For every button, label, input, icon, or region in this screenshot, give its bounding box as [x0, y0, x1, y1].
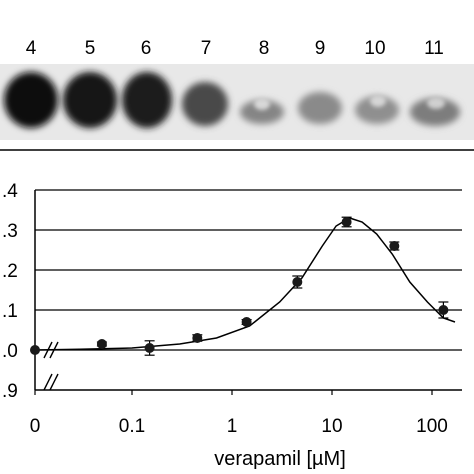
gel-band	[355, 96, 399, 124]
fit-curve	[34, 217, 456, 351]
grid-layer	[35, 189, 462, 351]
lane-label: 10	[364, 38, 385, 59]
gel-band	[4, 72, 58, 128]
data-point	[144, 343, 155, 353]
gel-band-highlight	[254, 98, 270, 110]
data-point	[292, 277, 303, 287]
data-point	[192, 333, 203, 343]
x-axis-label: verapamil [µM]	[214, 448, 346, 470]
x-tick-label: 100	[416, 416, 448, 437]
lane-label: 7	[201, 38, 212, 59]
x-tick-label: 1	[227, 416, 238, 437]
chart-panel: .9 .0 .1 .2 .3 .4 0 0.1 1 10 100 verapamil [µM]	[2, 181, 462, 470]
y-tick-label: .0	[2, 341, 18, 362]
gel-band	[122, 72, 172, 128]
data-point	[341, 217, 352, 227]
data-point	[241, 317, 252, 327]
gel-band	[182, 82, 228, 126]
data-point	[389, 241, 400, 251]
x-tick-label: 0	[30, 416, 41, 437]
data-point	[96, 339, 107, 349]
gel-band-highlight	[370, 95, 386, 107]
gel-blot-panel: 4 5 6 7 8 9 10 11	[0, 38, 474, 140]
gel-band	[298, 92, 342, 124]
lane-label: 11	[424, 38, 444, 59]
y-tick-label: .1	[2, 301, 18, 322]
y-tick-label: .4	[2, 181, 18, 202]
data-point	[30, 345, 40, 355]
data-point	[438, 305, 449, 315]
fit-curve-layer	[34, 217, 456, 351]
gel-band	[410, 98, 460, 126]
gel-band	[240, 100, 284, 124]
axis-break-mark	[43, 373, 53, 391]
lane-label: 4	[26, 38, 37, 59]
gel-band-highlight	[427, 97, 445, 109]
axis-layer: .9 .0 .1 .2 .3 .4 0 0.1 1 10 100	[2, 181, 462, 437]
lane-label: 5	[85, 38, 96, 59]
axis-break-mark	[49, 373, 59, 391]
lane-label: 6	[141, 38, 152, 59]
y-tick-label: .9	[2, 381, 18, 402]
lane-label: 9	[315, 38, 326, 59]
y-tick-label: .3	[2, 221, 18, 242]
gel-band	[63, 72, 117, 128]
x-tick-label: 10	[321, 416, 342, 437]
x-tick-label: 0.1	[119, 416, 145, 437]
y-tick-label: .2	[2, 261, 18, 282]
lane-label: 8	[259, 38, 270, 59]
data-point-layer	[30, 216, 449, 356]
